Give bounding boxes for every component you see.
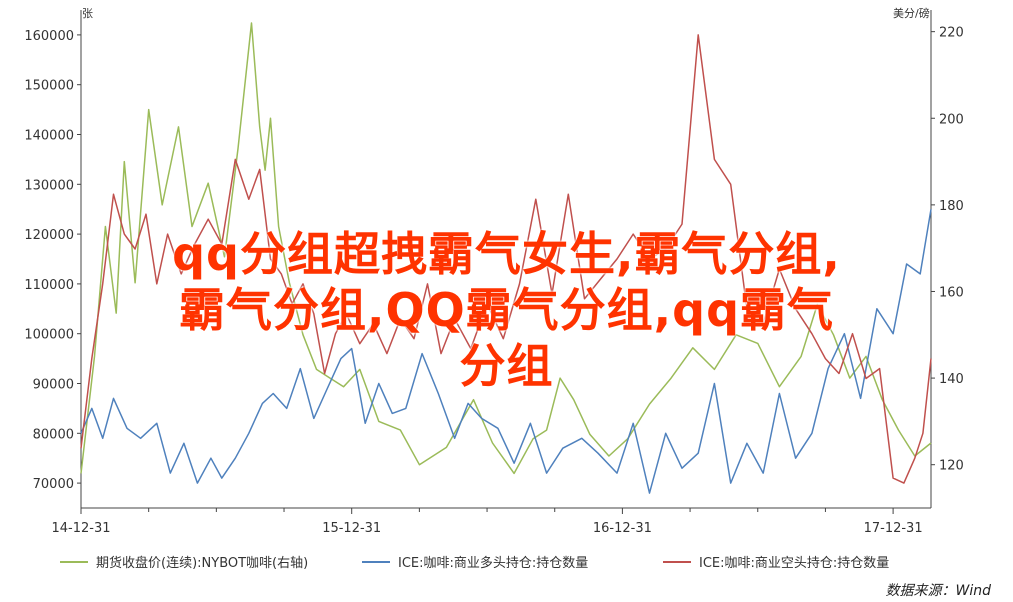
series-line-2 (80, 34, 932, 484)
left-tick-label: 110000 (24, 278, 74, 293)
left-tick-label: 120000 (24, 228, 74, 243)
right-axis-ticks: 120 140 160 180 200 220 (931, 26, 964, 474)
left-tick-label: 150000 (24, 79, 74, 94)
x-tick-label: 14-12-31 (51, 521, 110, 536)
left-tick-label: 90000 (33, 378, 74, 393)
left-tick-label: 160000 (24, 29, 74, 44)
right-tick-label: 200 (939, 112, 964, 127)
legend-label-2: ICE:咖啡:商业空头持仓:持仓数量 (699, 556, 889, 571)
legend-label-1: ICE:咖啡:商业多头持仓:持仓数量 (398, 555, 588, 571)
legend-label-0: 期货收盘价(连续):NYBOT咖啡(右轴) (96, 555, 308, 571)
x-tick-label: 17-12-31 (864, 521, 923, 536)
right-tick-label: 180 (939, 199, 964, 214)
right-tick-label: 140 (939, 372, 964, 387)
right-tick-label: 120 (939, 459, 964, 474)
left-tick-label: 70000 (33, 477, 74, 492)
series-line-1 (80, 209, 932, 494)
left-tick-label: 130000 (24, 178, 74, 193)
left-tick-label: 100000 (24, 328, 74, 343)
series-lines (80, 22, 932, 494)
right-tick-label: 220 (939, 26, 964, 41)
x-axis-ticks: 14-12-31 15-12-31 16-12-31 17-12-31 (51, 508, 923, 536)
left-axis-unit: 张 (82, 7, 93, 20)
overlay-title-line-1: qq分组超拽霸气女生,霸气分组, (172, 227, 841, 281)
left-tick-label: 80000 (33, 427, 74, 442)
source-note: 数据来源：Wind (885, 583, 992, 599)
left-tick-label: 140000 (24, 129, 74, 144)
legend: 期货收盘价(连续):NYBOT咖啡(右轴) ICE:咖啡:商业多头持仓:持仓数量 I… (60, 555, 889, 571)
overlay-title-line-3: 分组 (459, 339, 554, 393)
left-axis-ticks: 70000 80000 90000 100000 110000 120000 130000 1… (24, 29, 81, 492)
series-line-0 (80, 22, 932, 475)
right-tick-label: 160 (939, 285, 964, 300)
overlay-title-line-2: 霸气分组,QQ霸气分组,qq霸气 (178, 283, 834, 337)
x-tick-label: 16-12-31 (593, 521, 652, 536)
plot-frame (80, 10, 932, 509)
right-axis-unit: 美分/磅 (893, 6, 930, 20)
x-tick-label: 15-12-31 (322, 521, 381, 536)
